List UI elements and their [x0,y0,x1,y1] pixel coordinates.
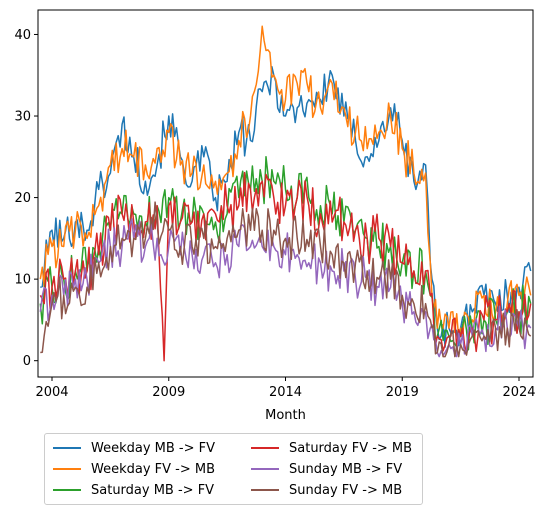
legend-item: Sunday MB -> FV [251,459,402,479]
x-axis-label: Month [265,408,306,423]
legend-swatch [53,447,81,449]
y-tick-label: 0 [23,354,31,369]
legend-item: Weekday FV -> MB [53,459,215,479]
legend-item: Saturday MB -> FV [53,480,214,500]
series-line [39,171,532,362]
legend-item: Saturday FV -> MB [251,438,412,458]
line-chart: 2004 2009 2014 2019 2024 0 10 20 30 40 Month [14,9,536,423]
legend-swatch [251,447,279,449]
y-tick-label: 40 [14,28,31,43]
legend: Weekday MB -> FV Weekday FV -> MB Saturd… [44,433,423,505]
series-line [39,25,532,340]
x-tick-label: 2004 [35,385,68,400]
legend-label: Weekday MB -> FV [91,440,216,456]
legend-label: Weekday FV -> MB [91,461,216,477]
x-tick-label: 2014 [269,385,302,400]
y-tick-label: 20 [14,191,31,206]
legend-label: Sunday MB -> FV [289,461,403,477]
x-tick-label: 2009 [152,385,185,400]
x-axis: 2004 2009 2014 2019 2024 [35,377,536,400]
x-tick-label: 2019 [386,385,419,400]
legend-label: Sunday FV -> MB [289,482,403,498]
x-tick-label: 2024 [502,385,535,400]
legend-label: Saturday FV -> MB [289,440,413,456]
y-tick-label: 30 [14,110,31,125]
legend-swatch [251,489,279,491]
y-axis: 0 10 20 30 40 [14,28,38,369]
series-line [40,201,532,358]
legend-swatch [53,468,81,470]
legend-swatch [53,489,81,491]
legend-item: Sunday FV -> MB [251,480,402,500]
legend-item: Weekday MB -> FV [53,438,215,458]
y-tick-label: 10 [14,273,31,288]
legend-label: Saturday MB -> FV [91,482,215,498]
legend-swatch [251,468,279,470]
